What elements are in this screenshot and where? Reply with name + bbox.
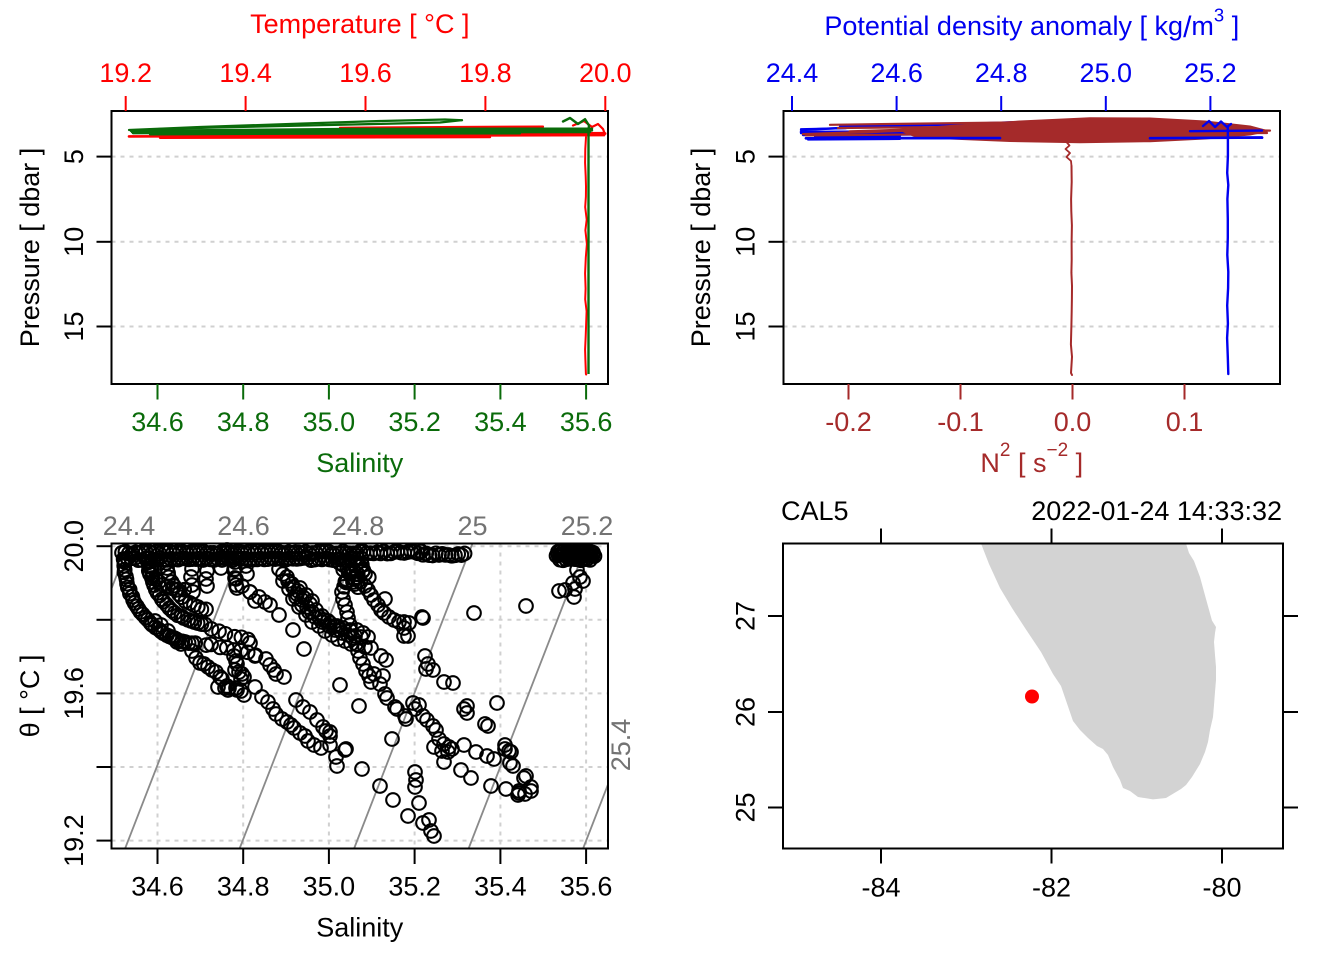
svg-text:0.0: 0.0 xyxy=(1054,407,1092,437)
svg-text:-84: -84 xyxy=(861,873,900,903)
svg-text:25: 25 xyxy=(457,511,487,541)
svg-text:19.4: 19.4 xyxy=(219,58,272,88)
svg-text:-82: -82 xyxy=(1032,873,1071,903)
svg-text:35.2: 35.2 xyxy=(388,872,441,902)
svg-text:19.8: 19.8 xyxy=(459,58,512,88)
svg-text:24.6: 24.6 xyxy=(217,511,270,541)
svg-text:19.2: 19.2 xyxy=(99,58,152,88)
svg-text:35.4: 35.4 xyxy=(474,872,527,902)
svg-text:35.2: 35.2 xyxy=(388,407,441,437)
svg-text:24.8: 24.8 xyxy=(332,511,385,541)
svg-text:25.0: 25.0 xyxy=(1080,58,1133,88)
svg-text:35.6: 35.6 xyxy=(560,407,613,437)
svg-text:26: 26 xyxy=(731,697,761,727)
svg-text:Pressure [ dbar ]: Pressure [ dbar ] xyxy=(15,148,45,348)
svg-text:27: 27 xyxy=(731,601,761,631)
svg-text:34.8: 34.8 xyxy=(217,407,270,437)
svg-text:θ [ °C ]: θ [ °C ] xyxy=(15,655,45,738)
svg-text:20.0: 20.0 xyxy=(579,58,632,88)
svg-text:35.6: 35.6 xyxy=(560,872,613,902)
svg-text:Salinity: Salinity xyxy=(316,448,404,478)
svg-text:34.8: 34.8 xyxy=(217,872,270,902)
svg-text:34.6: 34.6 xyxy=(131,872,184,902)
svg-text:24.8: 24.8 xyxy=(975,58,1028,88)
svg-text:Salinity: Salinity xyxy=(316,913,404,943)
svg-text:24.4: 24.4 xyxy=(103,511,156,541)
svg-text:Temperature [ °C ]: Temperature [ °C ] xyxy=(250,9,469,39)
svg-text:-80: -80 xyxy=(1202,873,1241,903)
svg-text:Pressure [ dbar ]: Pressure [ dbar ] xyxy=(686,148,716,348)
svg-text:2022-01-24 14:33:32: 2022-01-24 14:33:32 xyxy=(1031,496,1282,526)
svg-text:19.6: 19.6 xyxy=(339,58,392,88)
svg-text:CAL5: CAL5 xyxy=(781,496,849,526)
svg-text:34.6: 34.6 xyxy=(131,407,184,437)
svg-text:-0.1: -0.1 xyxy=(937,407,984,437)
svg-text:35.0: 35.0 xyxy=(303,407,356,437)
svg-text:24.6: 24.6 xyxy=(870,58,923,88)
svg-text:5: 5 xyxy=(59,149,89,164)
svg-text:15: 15 xyxy=(59,311,89,341)
svg-text:25.2: 25.2 xyxy=(1184,58,1237,88)
svg-text:35.0: 35.0 xyxy=(303,872,356,902)
svg-text:20.0: 20.0 xyxy=(59,520,89,573)
svg-text:Potential density anomaly [ kg: Potential density anomaly [ kg/m3 ] xyxy=(824,4,1239,43)
svg-text:15: 15 xyxy=(731,311,761,341)
svg-text:25.4: 25.4 xyxy=(606,719,636,772)
svg-text:25: 25 xyxy=(731,792,761,822)
svg-text:19.6: 19.6 xyxy=(59,667,89,720)
svg-text:24.4: 24.4 xyxy=(766,58,819,88)
svg-text:35.4: 35.4 xyxy=(474,407,527,437)
svg-text:0.1: 0.1 xyxy=(1166,407,1204,437)
svg-text:10: 10 xyxy=(731,227,761,257)
svg-text:-0.2: -0.2 xyxy=(825,407,872,437)
svg-text:25.2: 25.2 xyxy=(561,511,614,541)
svg-text:10: 10 xyxy=(59,227,89,257)
svg-text:5: 5 xyxy=(731,149,761,164)
svg-text:19.2: 19.2 xyxy=(59,814,89,867)
